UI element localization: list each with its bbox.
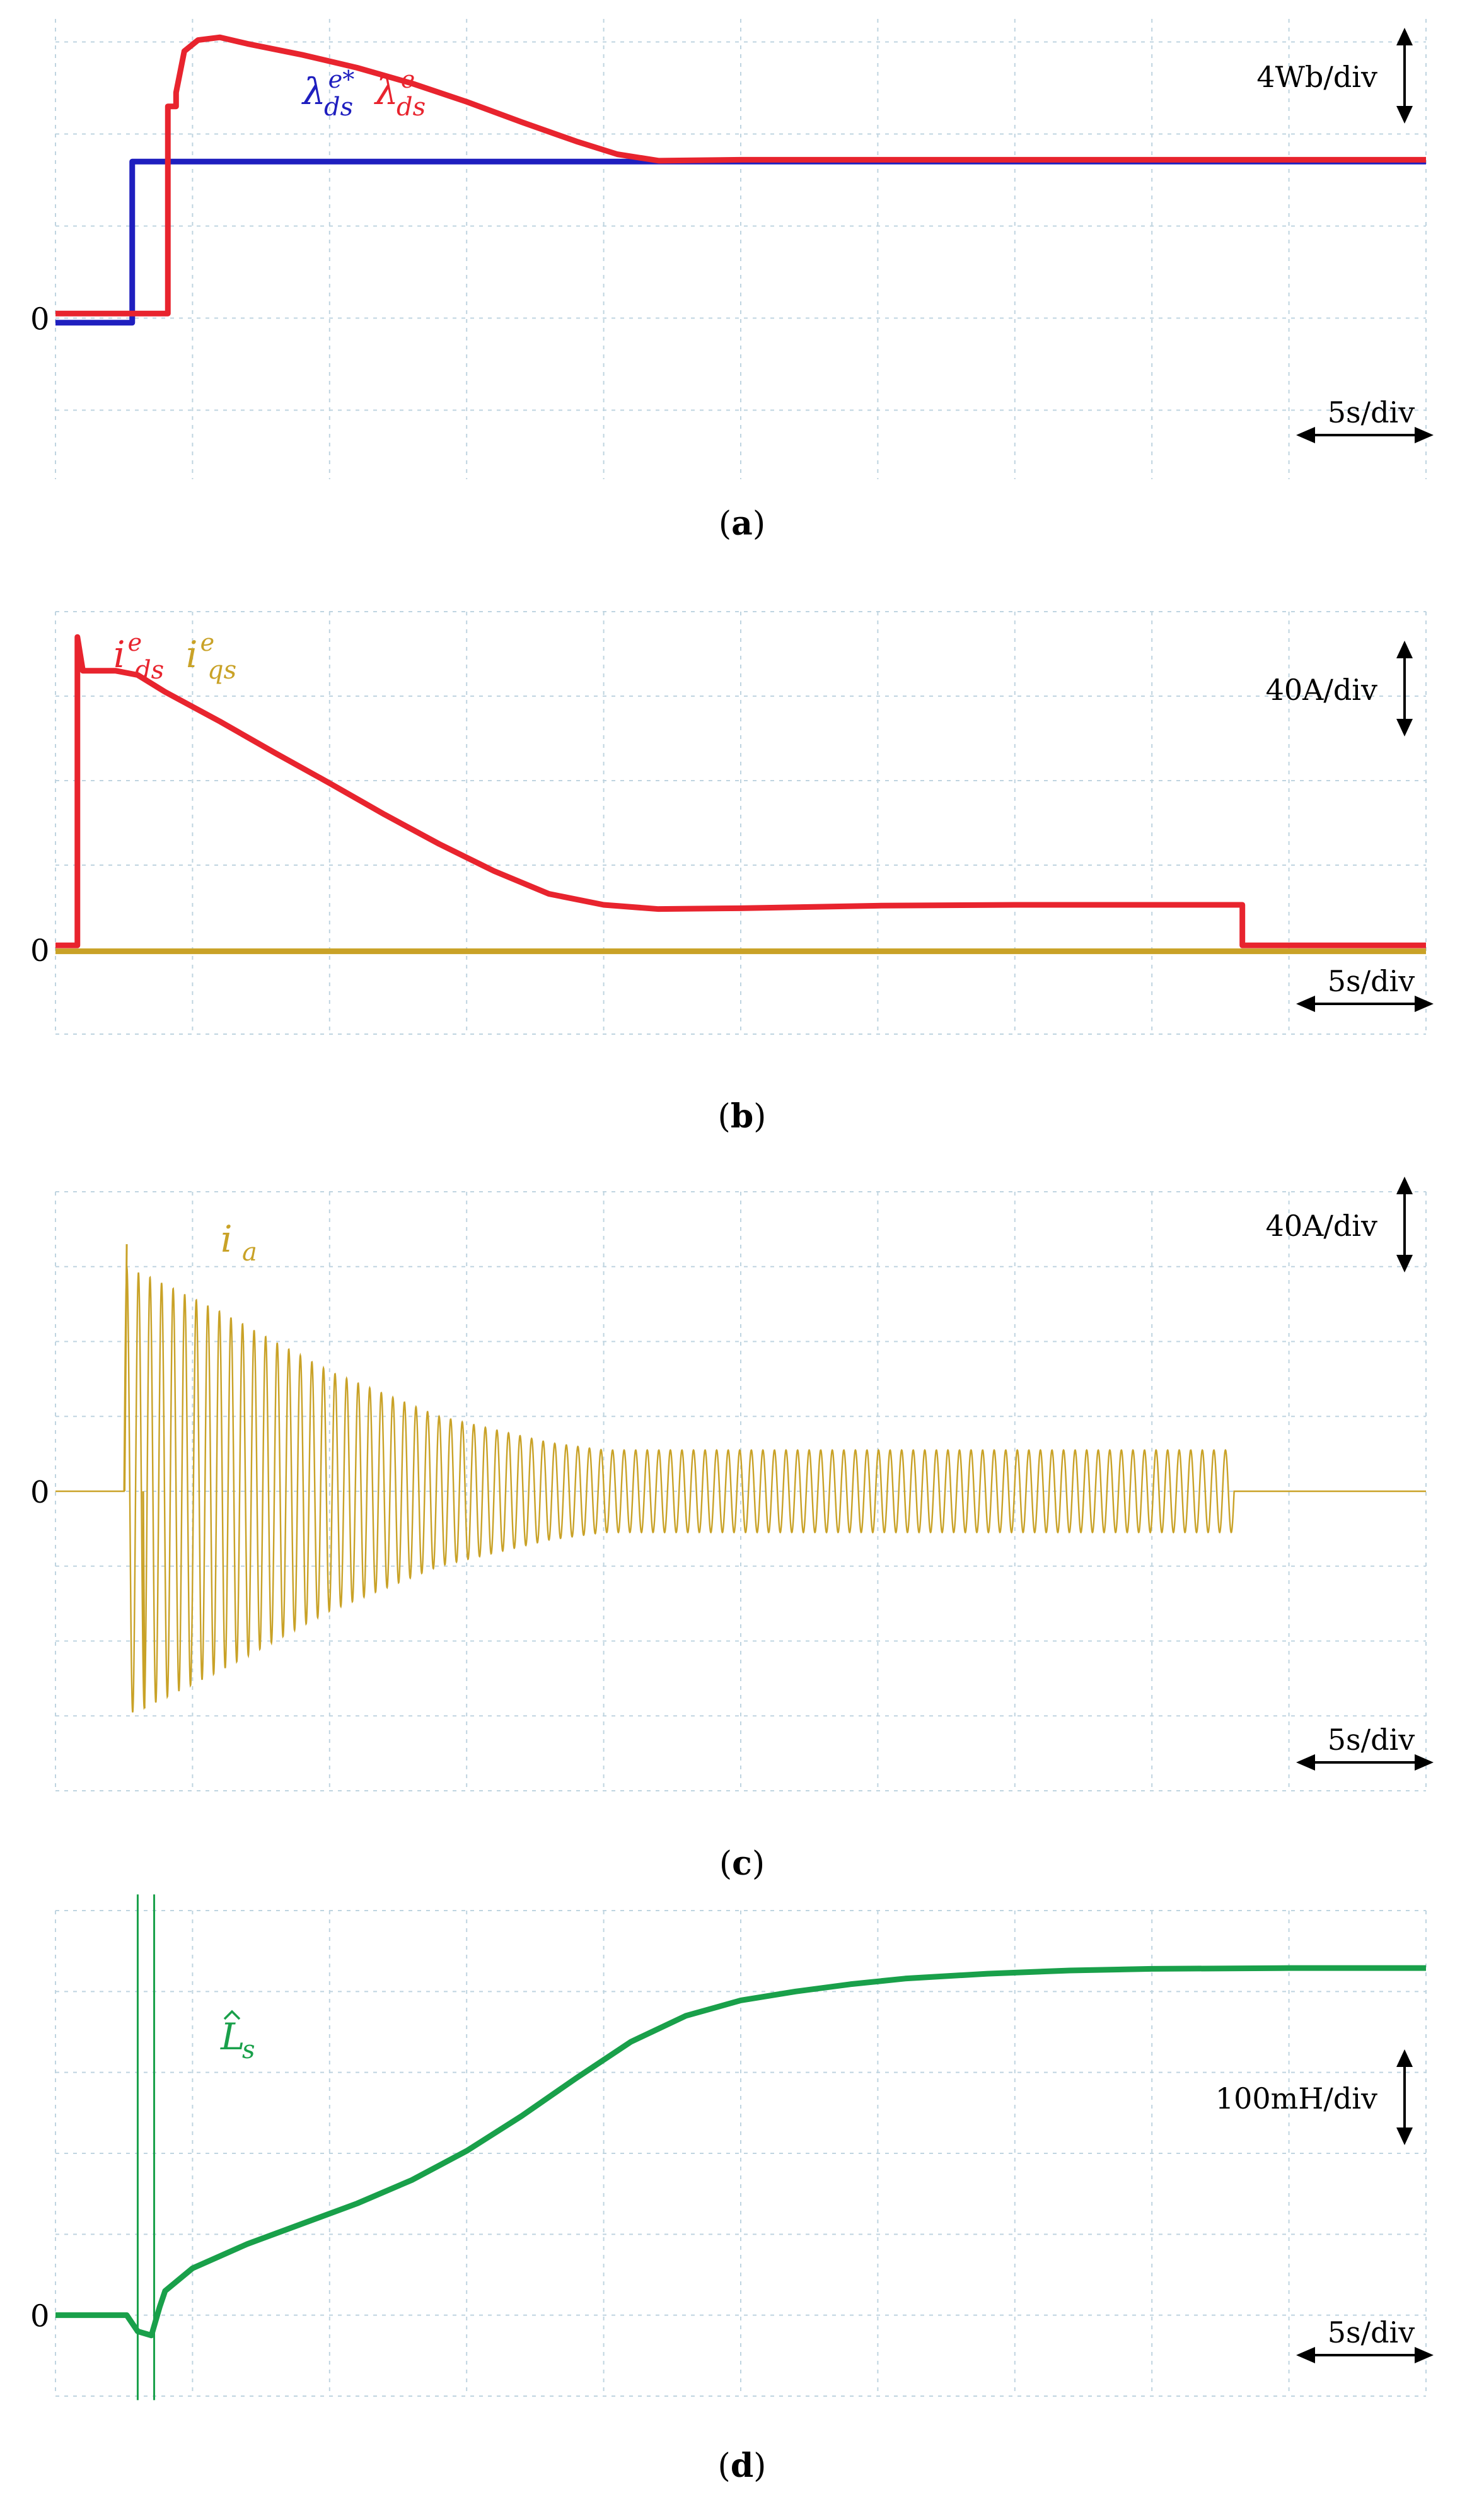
- y-scale-arrow-head-down: [1396, 2127, 1413, 2145]
- legend-entry: λ e* ds: [301, 66, 354, 122]
- caption-d: (d): [717, 2447, 767, 2485]
- x-scale-label: 5s/div: [1328, 964, 1415, 998]
- y-scale-arrow-head-up: [1396, 641, 1413, 658]
- zero-label: 0: [30, 933, 50, 969]
- caption-b: (b): [717, 1097, 767, 1136]
- y-scale-label: 4Wb/div: [1256, 60, 1377, 94]
- x-scale-arrow-head-right: [1415, 1754, 1434, 1771]
- series-ia-spike: [124, 1244, 128, 1492]
- panel-b: 0 i e ds i e qs 40A/div 5s/div (b): [0, 593, 1484, 1148]
- series-line-0: [55, 634, 1426, 948]
- legend-entry: i e ds: [113, 629, 164, 685]
- x-scale-arrow-head-left: [1296, 1754, 1315, 1771]
- grid: [55, 19, 1427, 479]
- y-scale-arrow-head-down: [1396, 719, 1413, 736]
- x-scale-label: 5s/div: [1328, 2315, 1415, 2349]
- zero-label: 0: [30, 2299, 50, 2334]
- legend-sup: e*: [328, 66, 355, 93]
- y-scale-label: 40A/div: [1266, 673, 1377, 707]
- x-scale-arrow-head-left: [1296, 2347, 1315, 2363]
- x-scale-arrow-head-right: [1415, 427, 1434, 443]
- y-scale-arrow-head-up: [1396, 28, 1413, 45]
- series-line-0: [55, 1965, 1426, 2339]
- y-scale-arrow-head-up: [1396, 2049, 1413, 2067]
- legend-sup: e: [128, 629, 142, 656]
- grid: [55, 611, 1427, 1035]
- grid: [55, 1191, 1427, 1791]
- legend-hat: [223, 2010, 241, 2020]
- panel-d: 0 Ls 100mH/div 5s/div (d): [0, 1892, 1484, 2497]
- legend-sub: ds: [397, 93, 426, 122]
- grid: [55, 1910, 1427, 2397]
- chart-d: 0 Ls 100mH/div 5s/div: [30, 1894, 1434, 2401]
- x-scale-arrow-head-left: [1296, 427, 1315, 443]
- chart-a: 0 λ e* ds λ e ds 4Wb/div 5s/div: [30, 19, 1434, 479]
- legend-entry: λ e ds: [374, 66, 426, 122]
- x-scale-label: 5s/div: [1328, 395, 1415, 429]
- legend-entry: i e qs: [186, 629, 236, 685]
- legend-sup: e: [401, 66, 415, 93]
- panel-c: 0 i a 40A/div 5s/div (c): [0, 1148, 1484, 1892]
- panel-a: 0 λ e* ds λ e ds 4Wb/div 5s/div (a): [0, 0, 1484, 543]
- legend-sub: ds: [324, 93, 353, 122]
- y-scale-label: 40A/div: [1266, 1209, 1377, 1243]
- caption-a: (a): [718, 504, 766, 543]
- zero-label: 0: [30, 1475, 50, 1510]
- series-line-1: [55, 34, 1426, 317]
- y-scale-arrow-head-up: [1396, 1177, 1413, 1194]
- x-scale-arrow-head-right: [1415, 2347, 1434, 2363]
- x-scale-arrow-head-right: [1415, 996, 1434, 1012]
- chart-c: 0 i a 40A/div 5s/div: [30, 1177, 1434, 1791]
- legend-entry: Ls: [220, 2015, 255, 2064]
- x-scale-label: 5s/div: [1328, 1723, 1415, 1757]
- series-ia-line: [55, 1266, 1426, 1713]
- legend-sub: qs: [207, 656, 236, 685]
- legend-sub: a: [242, 1238, 257, 1267]
- y-scale-label: 100mH/div: [1215, 2081, 1377, 2116]
- legend-sub: ds: [135, 656, 164, 685]
- y-scale-arrow-head-down: [1396, 1255, 1413, 1272]
- legend-sup: e: [200, 629, 215, 656]
- chart-b: 0 i e ds i e qs 40A/div 5s/div: [30, 611, 1434, 1035]
- x-scale-arrow-head-left: [1296, 996, 1315, 1012]
- caption-c: (c): [719, 1844, 765, 1883]
- zero-label: 0: [30, 302, 50, 337]
- series-ia-spike: [142, 1491, 146, 1709]
- y-scale-arrow-head-down: [1396, 106, 1413, 124]
- legend-sub: s: [242, 2035, 255, 2064]
